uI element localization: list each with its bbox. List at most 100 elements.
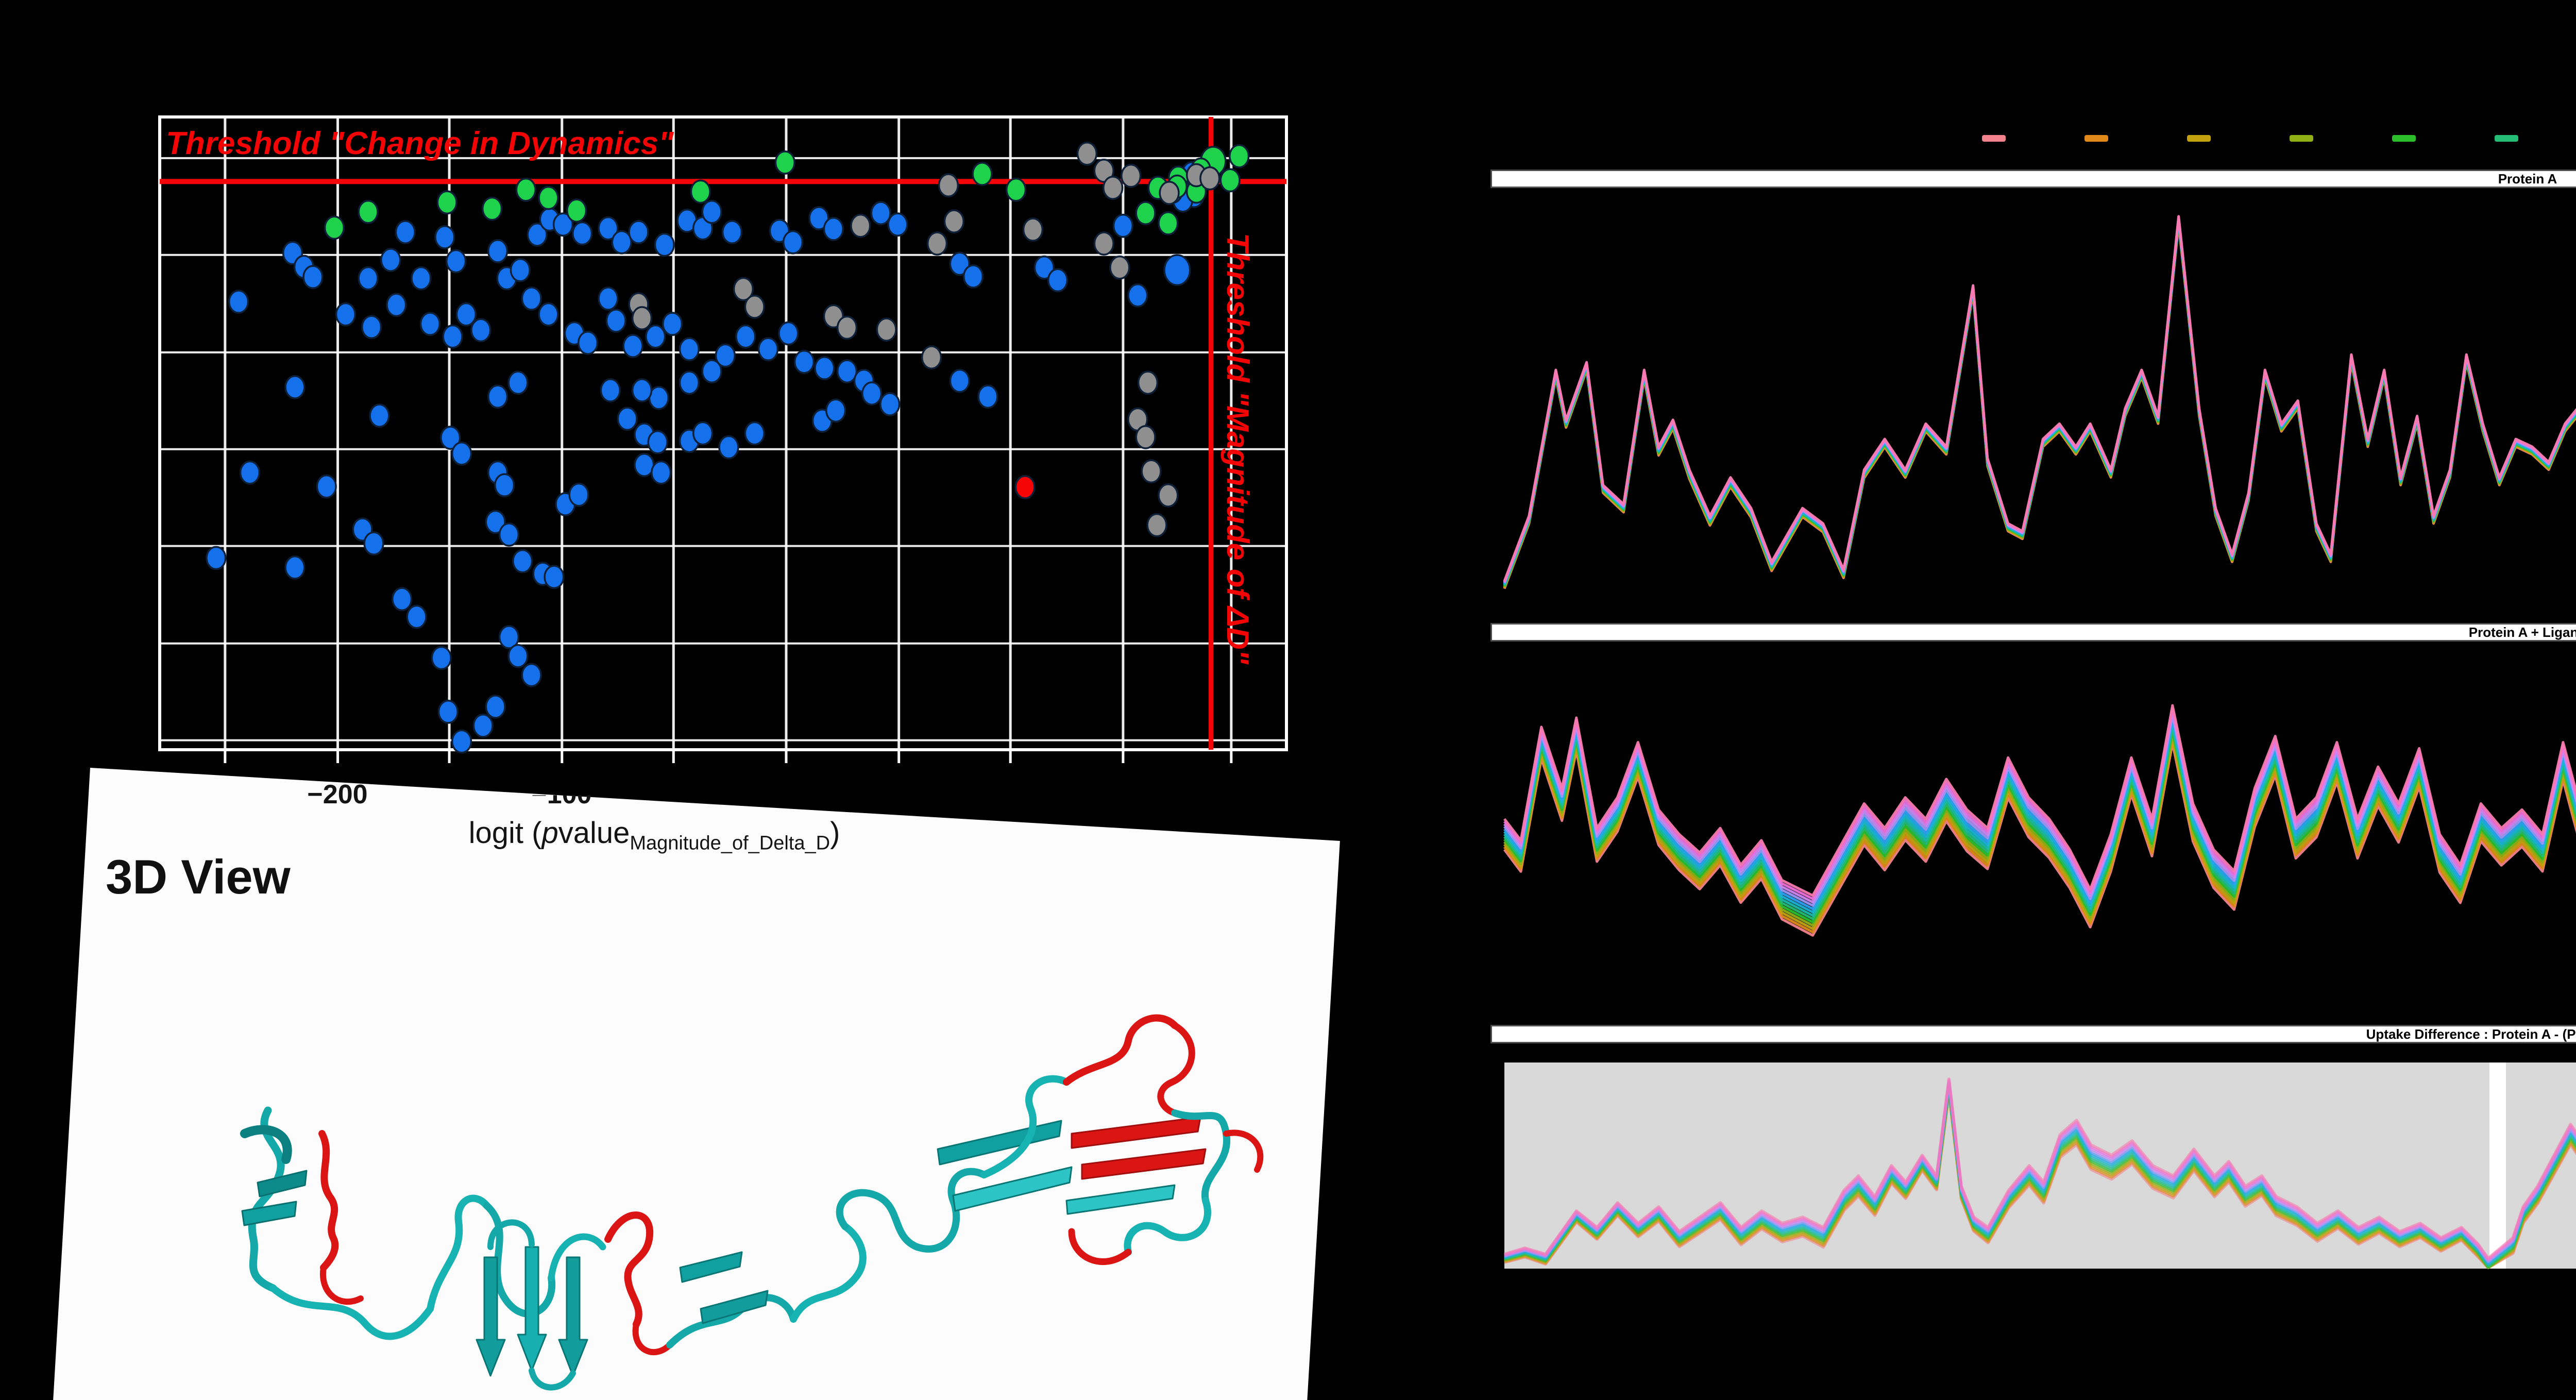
uptake-series[interactable] — [1503, 216, 2576, 583]
uptake-series[interactable] — [1503, 220, 2576, 587]
scatter-point[interactable] — [1112, 213, 1134, 238]
scatter-point[interactable] — [1163, 254, 1191, 286]
uptake-series[interactable] — [1503, 656, 2576, 897]
scatter-point[interactable] — [943, 209, 964, 233]
uptake-series[interactable] — [1503, 218, 2576, 585]
scatter-point[interactable] — [455, 302, 477, 327]
scatter-point[interactable] — [1005, 177, 1027, 202]
scatter-point[interactable] — [647, 430, 668, 454]
scatter-point[interactable] — [679, 370, 700, 395]
uptake-series[interactable] — [1503, 693, 2576, 927]
scatter-point[interactable] — [938, 173, 959, 197]
scatter-point[interactable] — [419, 312, 441, 336]
scatter-point[interactable] — [515, 177, 536, 202]
scatter-point[interactable] — [631, 378, 653, 402]
scatter-point[interactable] — [850, 213, 871, 238]
scatter-point[interactable] — [662, 312, 683, 336]
scatter-point[interactable] — [1033, 255, 1055, 280]
scatter-point[interactable] — [1014, 475, 1036, 499]
scatter-point[interactable] — [498, 625, 520, 649]
scatter-point[interactable] — [431, 646, 452, 670]
scatter-point[interactable] — [605, 309, 626, 333]
scatter-point[interactable] — [879, 392, 901, 416]
scatter-point[interactable] — [206, 546, 227, 570]
scatter-point[interactable] — [239, 460, 261, 485]
scatter-point[interactable] — [977, 384, 998, 409]
scatter-point[interactable] — [1158, 211, 1179, 235]
scatter-point[interactable] — [631, 306, 653, 330]
scatter-point[interactable] — [521, 663, 542, 687]
scatter-point[interactable] — [690, 179, 711, 204]
uptake-series[interactable] — [1503, 222, 2576, 589]
uptake-series[interactable] — [1503, 215, 2576, 582]
scatter-point[interactable] — [1022, 217, 1044, 242]
scatter-point[interactable] — [949, 368, 970, 393]
scatter-point[interactable] — [622, 334, 643, 358]
scatter-point[interactable] — [721, 220, 743, 244]
scatter-point[interactable] — [544, 565, 565, 589]
uptake-series[interactable] — [1503, 688, 2576, 922]
scatter-point[interactable] — [1127, 283, 1148, 308]
uptake-series[interactable] — [1503, 215, 2576, 582]
scatter-point[interactable] — [600, 378, 621, 402]
scatter-point[interactable] — [782, 230, 804, 255]
legend-swatch-3[interactable] — [2187, 135, 2211, 142]
uptake-series[interactable] — [1503, 661, 2576, 900]
scatter-point[interactable] — [679, 337, 700, 362]
scatter-point[interactable] — [358, 199, 379, 224]
scatter-point[interactable] — [571, 221, 593, 246]
scatter-point[interactable] — [470, 318, 492, 343]
scatter-point[interactable] — [757, 337, 779, 362]
scatter-point[interactable] — [521, 286, 542, 311]
legend-swatch-5[interactable] — [2392, 135, 2416, 142]
legend-swatch-1[interactable] — [1982, 135, 2006, 142]
scatter-point[interactable] — [887, 212, 908, 237]
scatter-point[interactable] — [552, 212, 574, 237]
scatter-point[interactable] — [701, 359, 722, 384]
protein-ribbon[interactable] — [196, 979, 1329, 1400]
scatter-point[interactable] — [568, 482, 589, 507]
scatter-point[interactable] — [411, 266, 432, 291]
scatter-point[interactable] — [617, 407, 638, 431]
scatter-point[interactable] — [538, 302, 559, 327]
scatter-point[interactable] — [1141, 459, 1162, 484]
uptake-series[interactable] — [1503, 666, 2576, 904]
scatter-point[interactable] — [972, 162, 993, 186]
scatter-point[interactable] — [302, 265, 324, 290]
legend-swatch-2[interactable] — [2084, 135, 2108, 142]
scatter-point[interactable] — [949, 251, 970, 276]
uptake-series[interactable] — [1503, 674, 2576, 910]
scatter-point[interactable] — [1093, 231, 1114, 256]
uptake-series[interactable] — [1503, 217, 2576, 584]
scatter-point[interactable] — [363, 531, 384, 556]
scatter-point[interactable] — [814, 356, 835, 380]
scatter-point[interactable] — [228, 290, 249, 314]
scatter-point[interactable] — [451, 729, 472, 754]
scatter-point[interactable] — [1135, 201, 1156, 226]
scatter-point[interactable] — [487, 239, 509, 263]
scatter-point[interactable] — [1146, 513, 1167, 537]
scatter-point[interactable] — [498, 522, 520, 547]
scatter-point[interactable] — [1135, 425, 1156, 449]
scatter-point[interactable] — [876, 317, 897, 342]
scatter-point[interactable] — [1103, 176, 1124, 200]
scatter-point[interactable] — [718, 435, 739, 460]
uptake-series[interactable] — [1503, 218, 2576, 585]
uptake-series[interactable] — [1503, 684, 2576, 918]
scatter-point[interactable] — [510, 258, 531, 282]
scatter-point[interactable] — [436, 190, 457, 215]
scatter-point[interactable] — [361, 315, 382, 340]
legend-swatch-6[interactable] — [2495, 135, 2518, 142]
scatter-point[interactable] — [735, 324, 756, 349]
uptake-series[interactable] — [1503, 217, 2576, 584]
scatter-point[interactable] — [692, 421, 714, 446]
scatter-point[interactable] — [487, 384, 509, 409]
scatter-point[interactable] — [386, 293, 407, 317]
scatter-point[interactable] — [1228, 144, 1250, 168]
scatter-point[interactable] — [451, 441, 472, 466]
scatter-point[interactable] — [392, 587, 413, 612]
uptake-series[interactable] — [1504, 1077, 2576, 1260]
scatter-point[interactable] — [406, 604, 427, 629]
scatter-point[interactable] — [577, 331, 599, 355]
